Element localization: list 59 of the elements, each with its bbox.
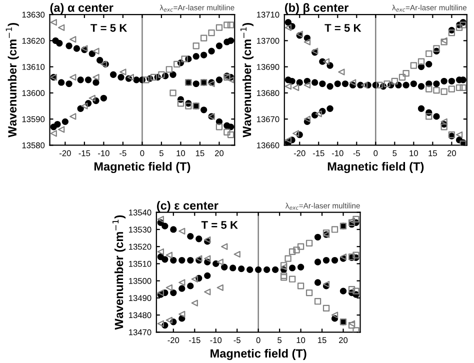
x-tick-label: 10 [176, 150, 186, 156]
x-tick-label: 15 [196, 150, 204, 156]
y-tick-label: 13610 [22, 64, 45, 70]
y-axis-title: Wavenumber (cm$^{−1}$) [112, 215, 126, 330]
x-tick-label: -20 [168, 337, 180, 344]
x-tick-label: 20 [215, 150, 224, 156]
x-tick-label: -5 [120, 150, 126, 156]
annotation: T = 5 K [90, 24, 128, 32]
x-tick-label: -10 [210, 337, 222, 344]
x-tick-label: 5 [392, 150, 397, 156]
x-tick-label: 10 [296, 337, 306, 344]
y-tick-label: 13600 [22, 90, 45, 96]
y-tick-label: 13540 [129, 210, 152, 216]
x-tick-label: -10 [332, 150, 344, 156]
x-tick-label: 15 [428, 150, 437, 156]
y-tick-label: 13500 [129, 278, 152, 284]
x-axis-title: Magnetic field (T) [210, 348, 306, 360]
x-axis-title: Magnetic field (T) [94, 162, 190, 174]
x-tick-label: 10 [410, 150, 418, 156]
y-axis-title: Wavenumber (cm$^{−1}$) [240, 22, 254, 138]
y-tick-label: 13590 [22, 116, 45, 122]
y-tick-label: 13520 [129, 244, 152, 250]
x-tick-label: 0 [140, 150, 144, 156]
x-tick-label: 5 [159, 150, 164, 156]
chart-title: (c) ε center [157, 201, 218, 212]
x-axis-title: Magnetic field (T) [328, 162, 424, 174]
y-tick-label: 13670 [257, 116, 280, 122]
x-tick-label: -15 [78, 150, 90, 156]
x-tick-label: -20 [294, 150, 306, 156]
y-tick-label: 13530 [129, 226, 152, 233]
x-tick-label: 15 [318, 337, 326, 344]
y-tick-label: 13490 [129, 295, 152, 302]
x-tick-label: -10 [98, 150, 110, 156]
y-tick-label: 13630 [22, 12, 45, 18]
annotation: T = 5 K [201, 221, 238, 229]
x-tick-label: 0 [256, 337, 260, 344]
y-tick-label: 13700 [257, 38, 280, 44]
y-tick-label: 13470 [129, 329, 152, 336]
y-tick-label: 13510 [129, 260, 152, 267]
x-tick-label: -15 [188, 337, 200, 344]
x-tick-label: -15 [312, 150, 324, 156]
y-tick-label: 13680 [257, 90, 280, 96]
y-tick-label: 13660 [257, 142, 280, 148]
y-tick-label: 13620 [22, 38, 45, 44]
x-tick-label: 5 [278, 337, 282, 344]
x-tick-label: 0 [374, 150, 378, 156]
y-tick-label: 13580 [22, 142, 45, 148]
chart-title: (b) β center [284, 3, 348, 14]
y-tick-label: 13480 [129, 312, 152, 318]
x-tick-label: -5 [353, 150, 360, 156]
y-tick-label: 13690 [257, 64, 280, 70]
x-tick-label: 20 [339, 337, 348, 344]
x-tick-label: -5 [234, 337, 240, 344]
annotation: T = 5 K [324, 24, 362, 32]
chart-title: (a) α center [50, 3, 114, 14]
x-tick-label: 20 [447, 150, 456, 156]
y-axis-title: Wavenumber (cm$^{−1}$) [6, 22, 19, 138]
y-tick-label: 13710 [257, 12, 280, 18]
x-tick-label: -20 [60, 150, 71, 156]
